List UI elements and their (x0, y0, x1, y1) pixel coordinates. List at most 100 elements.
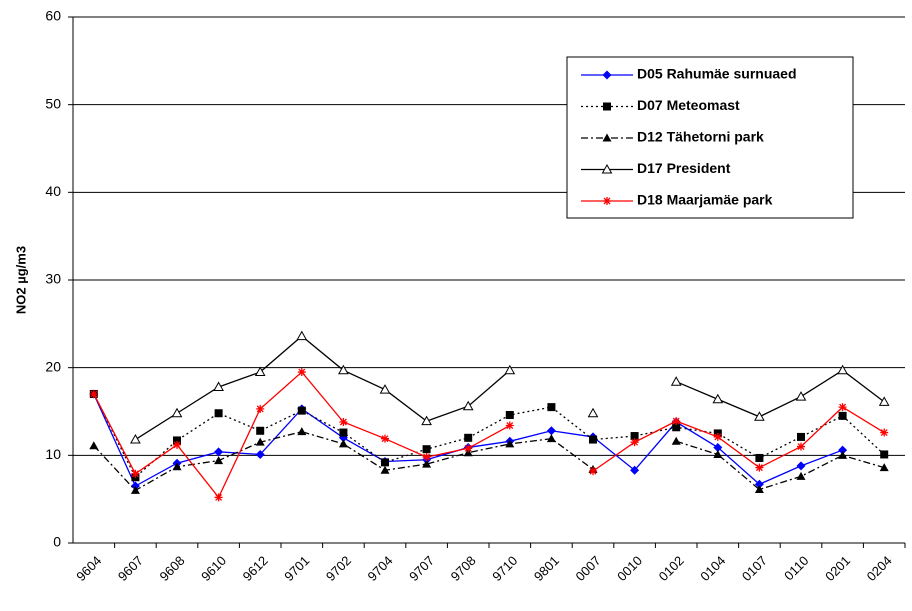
x-tick-label: 0104 (697, 553, 728, 584)
marker-shape (755, 463, 764, 472)
marker-shape (754, 485, 764, 494)
marker (837, 364, 848, 375)
marker-shape (505, 439, 515, 448)
x-tick-label: 0110 (781, 553, 811, 583)
marker (630, 438, 639, 447)
marker-shape (879, 463, 889, 472)
y-tick-label: 40 (45, 183, 61, 199)
x-tick-label: 9708 (448, 553, 479, 584)
marker-shape (380, 465, 390, 474)
y-tick-label: 60 (45, 8, 61, 24)
marker (547, 403, 556, 412)
marker-shape (338, 439, 348, 448)
marker (796, 471, 806, 480)
marker-shape (504, 364, 516, 375)
marker (880, 428, 889, 437)
marker-shape (297, 368, 306, 377)
marker-shape (339, 428, 348, 437)
marker-shape (880, 450, 889, 459)
marker-shape (214, 493, 223, 502)
marker (603, 197, 611, 205)
marker (464, 444, 473, 453)
marker-shape (464, 433, 473, 442)
marker (589, 435, 597, 444)
marker-shape (589, 467, 597, 476)
marker (589, 467, 597, 476)
marker-shape (381, 458, 389, 467)
marker (601, 163, 613, 174)
marker (602, 70, 612, 80)
marker-shape (630, 432, 639, 441)
marker (505, 411, 514, 420)
marker (755, 453, 764, 462)
marker-shape (130, 485, 140, 494)
marker (755, 463, 764, 472)
marker-shape (602, 133, 612, 142)
marker-shape (587, 407, 599, 418)
marker (672, 417, 681, 426)
marker (796, 461, 806, 471)
marker (255, 449, 265, 459)
y-tick-label: 0 (53, 534, 61, 550)
marker-shape (339, 418, 348, 427)
marker-shape (630, 438, 639, 447)
x-tick-label: 0102 (656, 553, 687, 584)
marker (421, 415, 432, 426)
marker-shape (671, 436, 681, 445)
y-tick-label: 10 (45, 446, 61, 462)
marker (838, 450, 848, 459)
marker (339, 428, 348, 437)
marker (213, 381, 224, 391)
marker (130, 434, 141, 444)
y-tick-label: 30 (45, 271, 61, 287)
marker (296, 330, 308, 341)
marker (256, 426, 265, 435)
marker (422, 453, 431, 462)
marker (587, 407, 599, 418)
marker-shape (214, 409, 223, 418)
marker-shape (672, 417, 681, 426)
marker (422, 459, 432, 468)
marker-shape (797, 432, 805, 441)
marker (671, 436, 681, 445)
marker (89, 441, 99, 450)
marker-shape (838, 445, 848, 455)
marker (672, 423, 681, 432)
marker (173, 436, 181, 445)
marker-shape (422, 453, 431, 462)
marker-shape (547, 403, 556, 412)
marker (670, 376, 682, 386)
marker-shape (838, 450, 848, 459)
marker-shape (603, 197, 611, 205)
y-tick-label: 50 (45, 95, 61, 111)
marker (380, 465, 390, 474)
marker-shape (603, 102, 611, 111)
marker-shape (880, 428, 889, 437)
marker (173, 440, 181, 449)
legend-label: D17 President (637, 160, 731, 176)
marker-shape (255, 437, 265, 446)
marker (797, 442, 805, 451)
marker-shape (381, 434, 389, 443)
marker-shape (505, 411, 514, 420)
marker-shape (602, 70, 612, 80)
marker-shape (422, 459, 432, 468)
marker (297, 427, 307, 436)
marker-shape (796, 471, 806, 480)
marker (713, 432, 722, 441)
marker (214, 456, 224, 465)
marker-shape (670, 376, 682, 386)
series-line (135, 335, 885, 441)
marker-shape (837, 364, 848, 375)
legend-label: D12 Tähetorni park (637, 129, 764, 145)
marker-shape (838, 403, 847, 412)
marker (381, 458, 389, 467)
marker-shape (379, 384, 391, 394)
marker (297, 368, 306, 377)
marker-shape (89, 389, 98, 398)
y-axis-title: NO2 µg/m3 (13, 246, 28, 314)
marker (338, 364, 349, 375)
y-tick-label: 20 (45, 358, 61, 374)
marker (713, 442, 723, 452)
marker-shape (505, 421, 514, 430)
